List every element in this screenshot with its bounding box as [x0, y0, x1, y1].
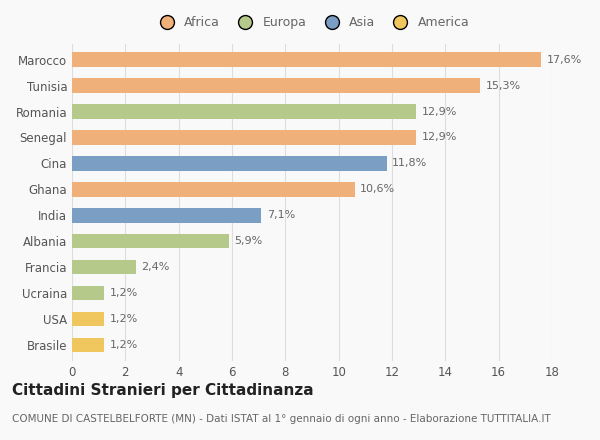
Text: 11,8%: 11,8% — [392, 158, 427, 169]
Text: 1,2%: 1,2% — [109, 314, 137, 324]
Bar — [72, 260, 136, 275]
Bar — [72, 312, 104, 326]
Text: 5,9%: 5,9% — [235, 236, 263, 246]
Bar — [72, 338, 104, 352]
Text: 17,6%: 17,6% — [547, 55, 582, 65]
Text: 1,2%: 1,2% — [109, 288, 137, 298]
Text: 10,6%: 10,6% — [360, 184, 395, 194]
Bar — [72, 286, 104, 301]
Text: 15,3%: 15,3% — [485, 81, 520, 91]
Text: 2,4%: 2,4% — [142, 262, 170, 272]
Bar — [72, 208, 262, 223]
Text: 12,9%: 12,9% — [421, 132, 457, 143]
Bar — [72, 52, 541, 67]
Text: 7,1%: 7,1% — [266, 210, 295, 220]
Bar — [72, 78, 480, 93]
Legend: Africa, Europa, Asia, America: Africa, Europa, Asia, America — [152, 13, 472, 31]
Text: Cittadini Stranieri per Cittadinanza: Cittadini Stranieri per Cittadinanza — [12, 383, 314, 398]
Text: 12,9%: 12,9% — [421, 106, 457, 117]
Text: 1,2%: 1,2% — [109, 340, 137, 350]
Bar — [72, 182, 355, 197]
Bar — [72, 130, 416, 145]
Bar — [72, 104, 416, 119]
Bar — [72, 234, 229, 249]
Bar — [72, 156, 386, 171]
Text: COMUNE DI CASTELBELFORTE (MN) - Dati ISTAT al 1° gennaio di ogni anno - Elaboraz: COMUNE DI CASTELBELFORTE (MN) - Dati IST… — [12, 414, 551, 424]
